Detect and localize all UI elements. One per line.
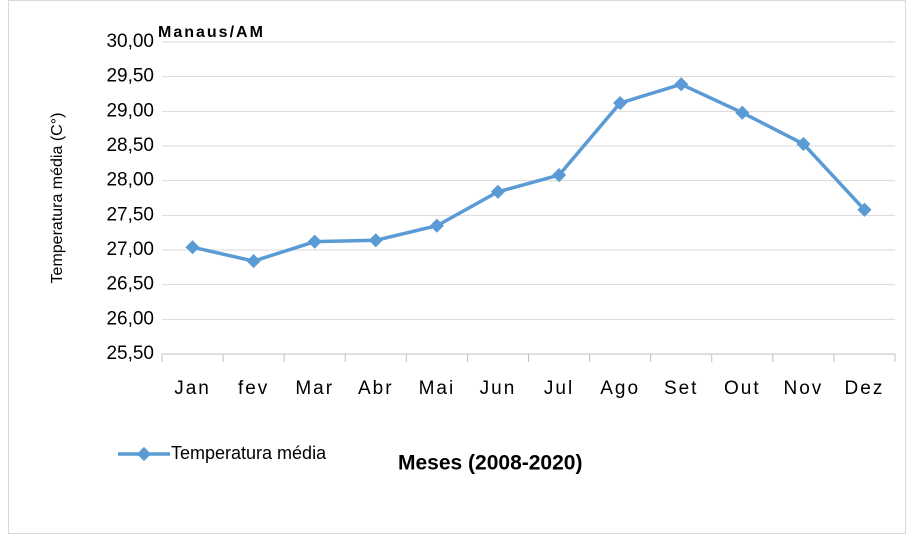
y-axis-label: Temperatura média (C°)	[49, 113, 66, 284]
marker	[246, 254, 261, 269]
marker	[674, 77, 689, 92]
marker	[735, 105, 750, 120]
y-tick-label: 28,00	[106, 170, 154, 191]
y-tick-label: 26,50	[106, 274, 154, 295]
marker	[490, 184, 506, 199]
x-tick-label: Jan	[174, 378, 211, 399]
marker	[551, 168, 567, 183]
x-tick-label: Dez	[845, 378, 885, 399]
x-tick-label: Mar	[295, 378, 334, 399]
line	[192, 82, 866, 263]
marker	[368, 233, 383, 248]
x-tick-label: Set	[664, 378, 699, 399]
x-axis-label: Meses (2008-2020)	[398, 452, 582, 475]
chart-border	[8, 0, 906, 534]
marker	[185, 240, 200, 255]
marker	[307, 234, 322, 249]
x-tick-label: Ago	[600, 378, 640, 399]
y-tick-label: 27,50	[106, 204, 154, 225]
x-tick-label: Out	[724, 378, 761, 399]
y-tick-label: 25,50	[106, 343, 154, 364]
legend-marker	[136, 446, 152, 462]
x-tick-label: Mai	[419, 378, 456, 399]
marker	[796, 136, 811, 151]
y-tick-label: 29,50	[106, 66, 154, 87]
y-tick-label: 30,00	[106, 31, 154, 52]
y-tick-label: 26,00	[106, 308, 154, 329]
x-tick-label: Nov	[783, 378, 823, 399]
y-tick-label: 29,00	[106, 100, 154, 121]
x-tick-label: Abr	[358, 378, 394, 399]
marker	[429, 218, 444, 233]
x-tick-label: fev	[238, 378, 269, 399]
x-tick-label: Jul	[544, 378, 574, 399]
legend-label: Temperatura média	[171, 443, 327, 463]
y-tick-label: 27,00	[106, 239, 154, 260]
chart-title: Manaus/AM	[158, 24, 265, 41]
y-tick-label: 28,50	[106, 135, 154, 156]
marker	[613, 95, 628, 111]
marker	[857, 202, 872, 217]
x-tick-label: Jun	[480, 378, 517, 399]
